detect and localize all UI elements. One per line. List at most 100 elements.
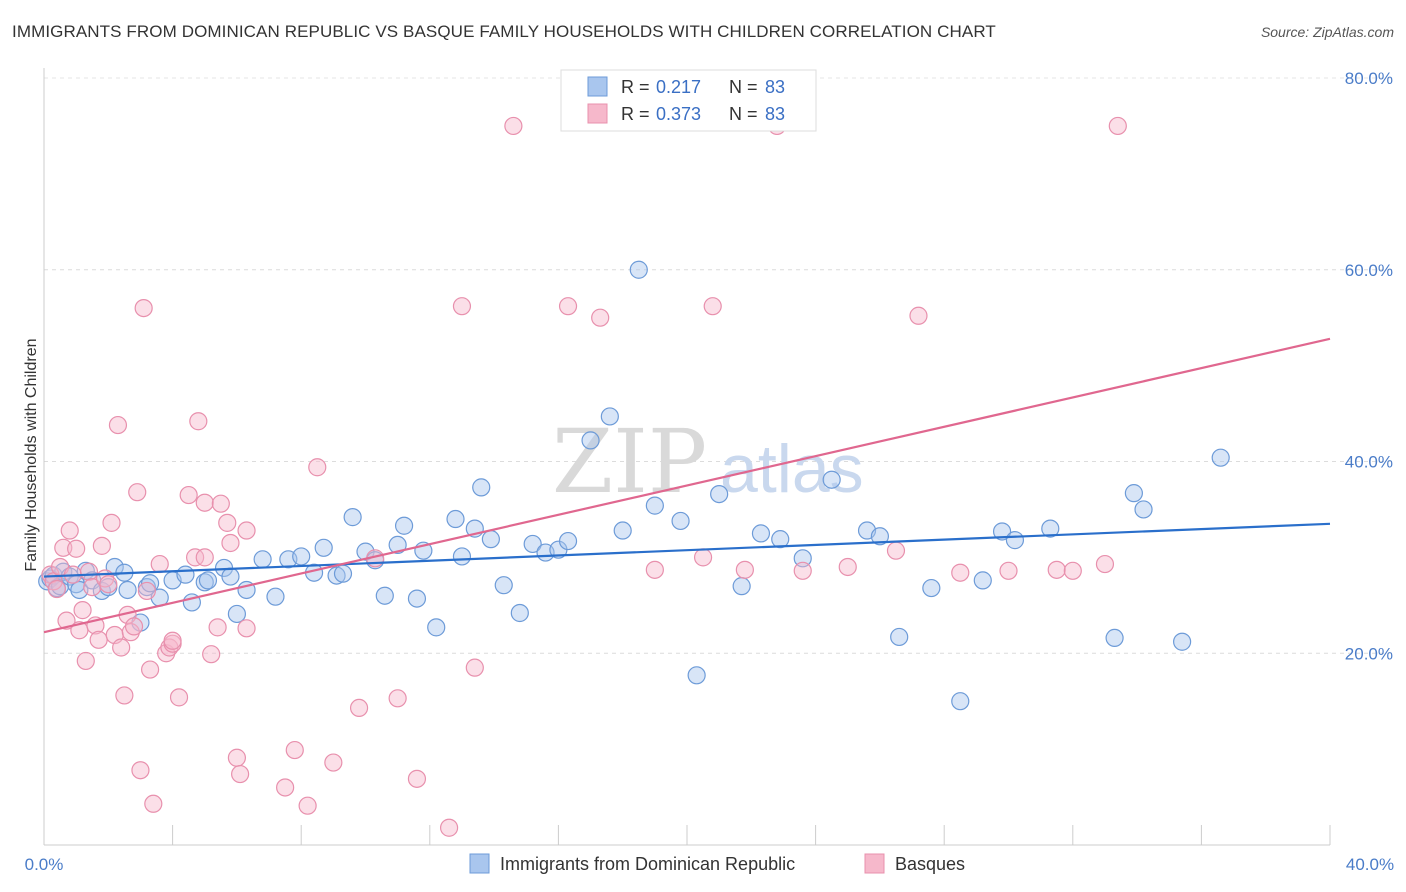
point-dominican bbox=[253, 550, 272, 569]
source-label: Source: ZipAtlas.com bbox=[1260, 24, 1394, 40]
point-dominican bbox=[1041, 519, 1060, 538]
point-basque bbox=[179, 485, 198, 505]
point-dominican bbox=[992, 522, 1012, 541]
legend-n-value-1: 83 bbox=[765, 77, 785, 97]
point-basque bbox=[57, 611, 76, 630]
legend-n-label-2: N = bbox=[729, 104, 758, 124]
point-dominican bbox=[1005, 531, 1025, 550]
point-basque bbox=[645, 560, 664, 579]
x-tick-label: 0.0% bbox=[25, 855, 64, 874]
point-basque bbox=[237, 521, 256, 540]
point-dominican bbox=[494, 576, 513, 595]
point-dominican bbox=[1124, 484, 1143, 503]
point-dominican bbox=[973, 571, 992, 590]
point-dominican bbox=[771, 530, 790, 549]
point-basque bbox=[951, 563, 970, 582]
point-basque bbox=[591, 308, 610, 327]
point-dominican bbox=[481, 530, 500, 549]
point-basque bbox=[237, 619, 256, 638]
point-basque bbox=[186, 548, 205, 567]
point-basque bbox=[137, 581, 156, 601]
point-dominican bbox=[558, 531, 578, 551]
point-basque bbox=[60, 521, 79, 540]
point-dominican bbox=[472, 478, 491, 497]
legend-swatch-blue bbox=[587, 76, 608, 97]
point-basque bbox=[227, 748, 246, 767]
point-dominican bbox=[629, 260, 648, 279]
point-basque bbox=[735, 560, 754, 579]
watermark: ZIP atlas bbox=[552, 410, 864, 513]
point-basque bbox=[886, 541, 906, 560]
point-dominican bbox=[671, 511, 690, 531]
point-dominican bbox=[388, 535, 407, 555]
point-dominican bbox=[1173, 632, 1192, 651]
point-basque bbox=[1108, 116, 1127, 136]
point-basque bbox=[67, 539, 86, 558]
point-basque bbox=[1063, 561, 1082, 580]
trend-lines bbox=[43, 337, 1331, 634]
bottom-legend-swatch-blue bbox=[469, 853, 490, 874]
x-tick-labels: 0.0% 40.0% bbox=[25, 855, 1394, 874]
point-dominican bbox=[343, 508, 362, 527]
trend-line-dominican bbox=[43, 522, 1331, 578]
point-dominican bbox=[427, 618, 446, 637]
point-dominican bbox=[452, 547, 472, 566]
point-basque bbox=[838, 557, 857, 577]
point-basque bbox=[439, 818, 459, 837]
axes bbox=[43, 68, 1331, 846]
legend-r-label-1: R = bbox=[621, 77, 650, 97]
point-basque bbox=[504, 116, 523, 136]
point-dominican bbox=[221, 567, 240, 586]
point-dominican bbox=[951, 692, 970, 711]
point-basque bbox=[79, 562, 99, 581]
point-dominican bbox=[1211, 448, 1230, 467]
point-basque bbox=[189, 412, 208, 431]
legend-r-label-2: R = bbox=[621, 104, 650, 124]
point-dominican bbox=[1105, 628, 1124, 648]
point-basque bbox=[308, 458, 327, 477]
point-basque bbox=[999, 561, 1018, 580]
point-dominican bbox=[118, 580, 137, 600]
bottom-legend-label-2: Basques bbox=[895, 854, 965, 874]
watermark-atlas: atlas bbox=[720, 431, 864, 507]
point-dominican bbox=[198, 571, 218, 590]
watermark-zip: ZIP bbox=[552, 410, 707, 513]
point-basque bbox=[144, 794, 163, 813]
point-dominican bbox=[922, 578, 941, 598]
legend-n-label-1: N = bbox=[729, 77, 758, 97]
point-dominican bbox=[327, 566, 346, 585]
point-basque bbox=[558, 297, 578, 316]
point-basque bbox=[208, 618, 227, 637]
y-tick-label: 60.0% bbox=[1345, 261, 1393, 280]
point-basque bbox=[115, 686, 134, 705]
point-basque bbox=[102, 513, 121, 532]
point-basque bbox=[89, 630, 108, 649]
point-basque bbox=[324, 753, 343, 772]
trend-line-basque bbox=[43, 337, 1331, 634]
y-tick-label: 20.0% bbox=[1345, 644, 1393, 663]
point-dominican bbox=[407, 589, 427, 608]
point-dominican bbox=[687, 666, 706, 685]
legend-r-value-2: 0.373 bbox=[656, 104, 701, 124]
point-basque bbox=[54, 538, 73, 557]
y-tick-labels: 20.0% 40.0% 60.0% 80.0% bbox=[1345, 69, 1393, 663]
y-tick-label: 80.0% bbox=[1345, 69, 1393, 88]
point-basque bbox=[140, 660, 160, 679]
point-dominican bbox=[710, 484, 729, 504]
point-basque bbox=[465, 658, 484, 677]
point-basque bbox=[112, 638, 131, 657]
chart-title: IMMIGRANTS FROM DOMINICAN REPUBLIC VS BA… bbox=[12, 22, 996, 41]
legend-r-value-1: 0.217 bbox=[656, 77, 701, 97]
point-basque bbox=[298, 796, 317, 815]
point-dominican bbox=[793, 549, 812, 568]
point-dominican bbox=[645, 496, 664, 515]
point-basque bbox=[134, 299, 153, 318]
legend: R = 0.217 N = 83 R = 0.373 N = 83 bbox=[560, 69, 817, 132]
point-basque bbox=[202, 645, 221, 664]
point-dominican bbox=[314, 538, 333, 557]
point-basque bbox=[131, 761, 150, 780]
point-basque bbox=[703, 297, 722, 316]
point-dominican bbox=[732, 577, 751, 596]
y-axis-label: Family Households with Children bbox=[23, 339, 40, 572]
